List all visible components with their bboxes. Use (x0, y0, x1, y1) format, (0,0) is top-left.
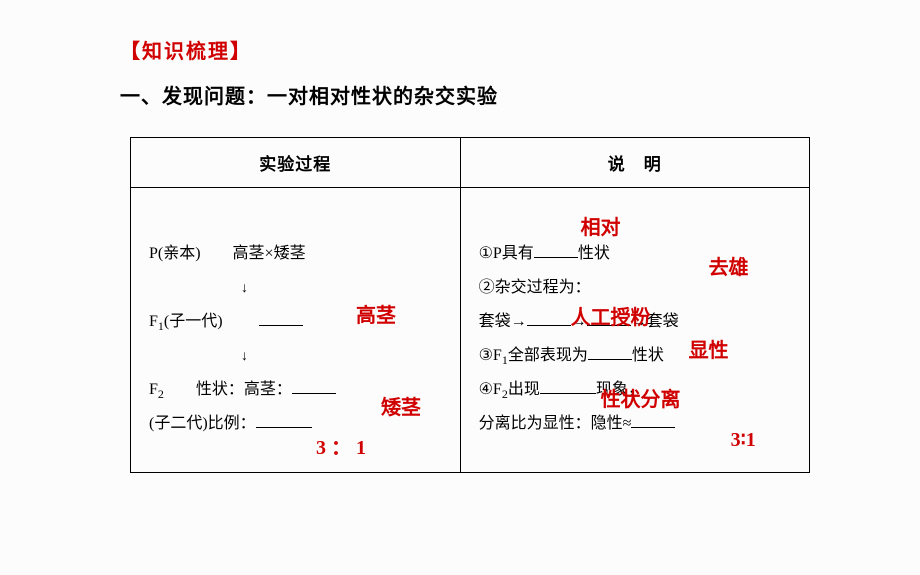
annotation-quxiong: 去雄 (709, 248, 749, 288)
item3-prefix: ③F (479, 347, 502, 364)
f2-suffix: 性状：高茎： (164, 381, 292, 398)
annotation-gaojing: 高茎 (356, 296, 396, 336)
annotation-xianxing: 显性 (689, 331, 729, 371)
item2-bagging-a: 套袋→ (479, 313, 527, 330)
blank-f2-trait (292, 378, 336, 394)
blank-ratio (256, 412, 312, 428)
item1-prefix: ①P具有 (479, 245, 534, 262)
annotation-fenli: 性状分离 (601, 380, 681, 420)
annotation-xiangdui: 相对 (581, 208, 621, 248)
cell-process: P(亲本) 高茎×矮茎 ↓ F1(子一代) ↓ F2 性状：高茎： (子二代)比… (131, 188, 461, 473)
annotation-ratio2: 3∶1 (731, 420, 756, 460)
arrow-down-icon: ↓ (241, 343, 248, 371)
annotation-ratio1: 3 ： 1 (316, 428, 366, 468)
section-header: 【知识梳理】 (120, 35, 800, 64)
topic-title: 一、发现问题：一对相对性状的杂交实验 (120, 80, 800, 109)
cell-explain: ①P具有性状 ②杂交过程为： 套袋→→→套袋 ③F1全部表现为性状 ④F2出现现… (460, 188, 809, 473)
f1-label-f: F (149, 313, 158, 330)
arrow-down-icon: ↓ (241, 275, 248, 303)
p-generation-line: P(亲本) 高茎×矮茎 (149, 238, 442, 270)
blank-trait-type (534, 242, 578, 258)
item4-prefix: ④F (479, 381, 502, 398)
ratio-label: (子二代)比例： (149, 415, 256, 432)
blank-f1-all (588, 344, 632, 360)
annotation-aijing: 矮茎 (381, 388, 421, 428)
item3-mid: 全部表现为 (508, 347, 588, 364)
blank-step1 (527, 310, 571, 326)
item4-mid: 出现 (508, 381, 540, 398)
f1-suffix: (子一代) (164, 313, 223, 330)
blank-f1-trait (259, 310, 303, 326)
col-header-explain: 说 明 (460, 138, 809, 188)
item3-suffix: 性状 (632, 347, 664, 364)
experiment-table: 实验过程 说 明 P(亲本) 高茎×矮茎 ↓ F1(子一代) ↓ F2 性状：高… (130, 137, 810, 473)
annotation-rengong: 人工授粉 (571, 298, 651, 338)
col-header-process: 实验过程 (131, 138, 461, 188)
f2-label-f: F (149, 381, 158, 398)
blank-phenomenon (540, 378, 596, 394)
